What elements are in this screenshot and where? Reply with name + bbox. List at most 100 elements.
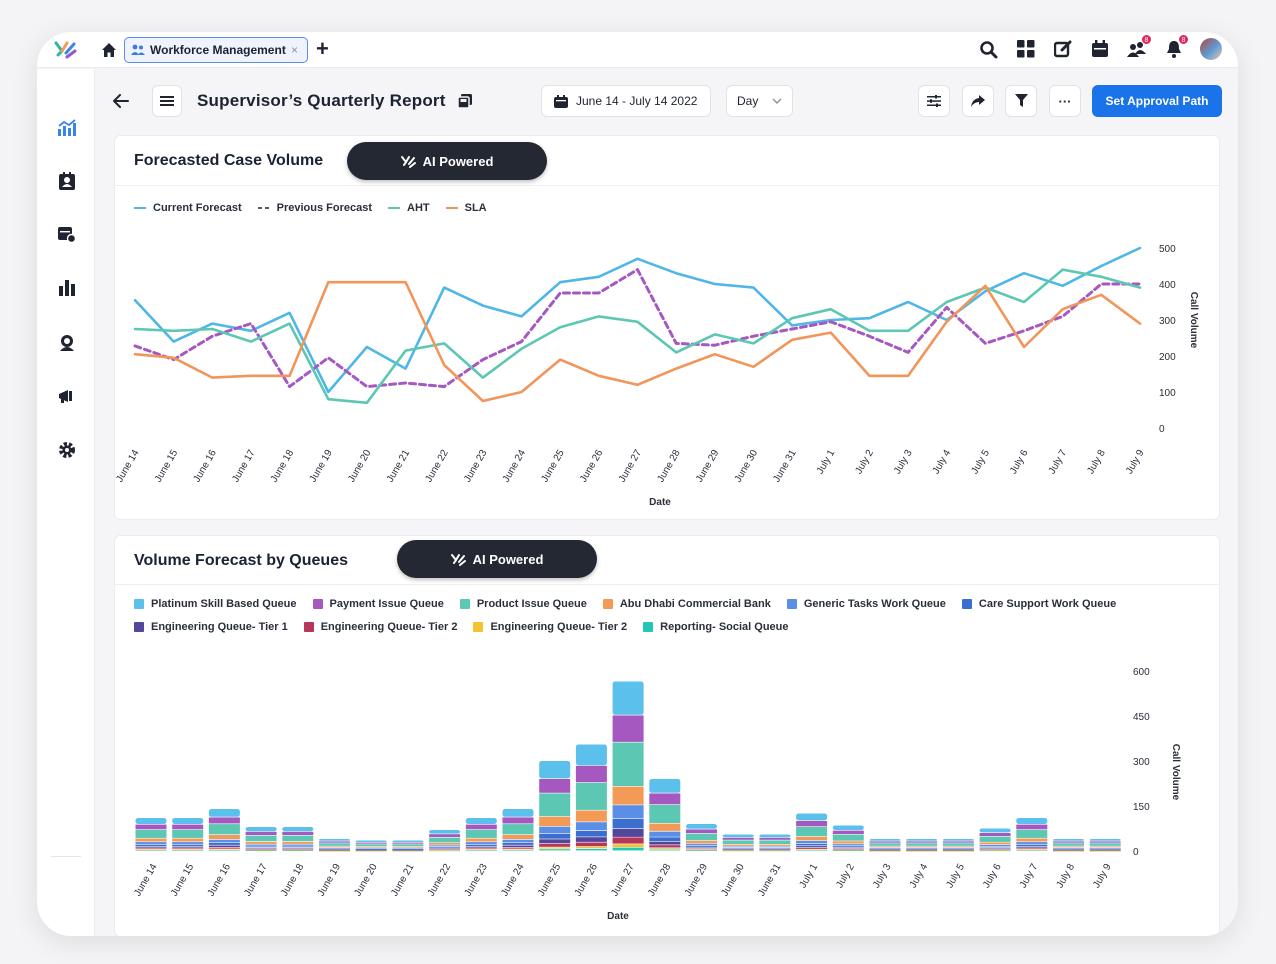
bar-segment-abu-dhabi-commercial-bank[interactable] [355,847,387,848]
bar-segment-abu-dhabi-commercial-bank[interactable] [245,841,277,844]
bar-segment-abu-dhabi-commercial-bank[interactable] [722,844,754,846]
bar-segment-platinum-skill-based-queue[interactable] [208,809,240,817]
bar-segment-generic-tasks-work-queue[interactable] [319,847,350,849]
bar-segment-abu-dhabi-commercial-bank[interactable] [172,838,204,842]
bar-segment-payment-issue-queue[interactable] [649,793,681,805]
bar-segment-platinum-skill-based-queue[interactable] [575,744,607,766]
set-approval-path-button[interactable]: Set Approval Path [1092,85,1222,117]
bar-segment-platinum-skill-based-queue[interactable] [539,761,571,779]
bar-segment-engineering-queue-tier-1[interactable] [832,847,864,849]
bar-segment-platinum-skill-based-queue[interactable] [1089,839,1121,841]
bar-segment-product-issue-queue[interactable] [319,843,350,846]
bar-segment-care-support-work-queue[interactable] [575,830,607,837]
bar-segment-engineering-queue-tier-2[interactable] [1016,848,1048,850]
bar-segment-abu-dhabi-commercial-bank[interactable] [979,842,1011,845]
bar-segment-engineering-queue-tier-1[interactable] [759,848,791,850]
bar-segment-care-support-work-queue[interactable] [208,843,240,845]
bar-segment-platinum-skill-based-queue[interactable] [135,818,167,824]
bar-segment-reporting-social-queue[interactable] [612,847,644,851]
bar-segment-abu-dhabi-commercial-bank[interactable] [942,846,974,848]
bar-segment-care-support-work-queue[interactable] [245,846,277,848]
bar-segment-engineering-queue-tier-2[interactable] [1016,849,1048,851]
bar-segment-engineering-queue-tier-1[interactable] [502,845,534,848]
bar-segment-platinum-skill-based-queue[interactable] [245,827,277,832]
bar-segment-engineering-queue-tier-2[interactable] [392,850,424,852]
bar-segment-reporting-social-queue[interactable] [319,850,350,852]
bar-segment-generic-tasks-work-queue[interactable] [392,848,424,849]
legend-item-platinum-skill-based-queue[interactable]: Platinum Skill Based Queue [134,598,297,610]
bar-segment-engineering-queue-tier-2[interactable] [465,849,497,851]
home-icon[interactable] [99,40,119,60]
bar-segment-engineering-queue-tier-2[interactable] [906,850,938,851]
bar-segment-product-issue-queue[interactable] [208,824,240,835]
bar-segment-engineering-queue-tier-1[interactable] [869,849,901,850]
bar-segment-abu-dhabi-commercial-bank[interactable] [906,846,938,848]
bar-segment-care-support-work-queue[interactable] [319,848,350,850]
bar-segment-payment-issue-queue[interactable] [208,817,240,824]
bar-segment-engineering-queue-tier-1[interactable] [319,849,350,850]
share-button[interactable] [962,85,994,117]
bar-segment-engineering-queue-tier-1[interactable] [135,846,167,848]
bar-segment-product-issue-queue[interactable] [869,843,901,846]
bar-segment-engineering-queue-tier-1[interactable] [429,848,461,849]
bar-segment-engineering-queue-tier-1[interactable] [208,845,240,848]
bar-segment-product-issue-queue[interactable] [686,833,717,841]
bar-segment-payment-issue-queue[interactable] [869,841,901,843]
bar-segment-reporting-social-queue[interactable] [208,850,240,851]
bar-segment-engineering-queue-tier-2[interactable] [832,850,864,851]
bar-segment-payment-issue-queue[interactable] [575,765,607,783]
bar-segment-engineering-queue-tier-2[interactable] [208,849,240,850]
bar-segment-platinum-skill-based-queue[interactable] [722,834,754,838]
save-copy-icon[interactable] [457,93,473,109]
bar-segment-engineering-queue-tier-2[interactable] [612,837,644,844]
bar-segment-payment-issue-queue[interactable] [172,824,204,830]
bar-segment-payment-issue-queue[interactable] [392,842,424,844]
bar-segment-product-issue-queue[interactable] [906,843,938,846]
bar-segment-abu-dhabi-commercial-bank[interactable] [759,844,791,846]
bar-segment-engineering-queue-tier-2[interactable] [429,849,461,850]
bar-segment-reporting-social-queue[interactable] [429,850,461,852]
bar-segment-generic-tasks-work-queue[interactable] [1053,847,1084,849]
bar-segment-product-issue-queue[interactable] [135,829,167,838]
bar-segment-care-support-work-queue[interactable] [832,846,864,848]
bar-segment-engineering-queue-tier-2[interactable] [282,850,314,851]
bar-segment-engineering-queue-tier-2[interactable] [392,850,424,851]
bar-segment-generic-tasks-work-queue[interactable] [869,847,901,849]
bar-segment-product-issue-queue[interactable] [1089,843,1121,846]
bar-segment-payment-issue-queue[interactable] [906,841,938,843]
bar-segment-payment-issue-queue[interactable] [722,837,754,840]
bar-segment-abu-dhabi-commercial-bank[interactable] [1016,838,1048,842]
bar-segment-abu-dhabi-commercial-bank[interactable] [135,838,167,842]
bar-segment-platinum-skill-based-queue[interactable] [319,839,350,841]
bar-segment-reporting-social-queue[interactable] [1053,850,1084,852]
bar-segment-payment-issue-queue[interactable] [465,824,497,830]
bar-segment-reporting-social-queue[interactable] [282,850,314,852]
bar-segment-generic-tasks-work-queue[interactable] [759,846,791,848]
bar-segment-engineering-queue-tier-1[interactable] [1053,849,1084,850]
bar-segment-engineering-queue-tier-2[interactable] [612,844,644,847]
bar-segment-engineering-queue-tier-2[interactable] [906,850,938,852]
bar-segment-platinum-skill-based-queue[interactable] [832,825,864,831]
bar-segment-engineering-queue-tier-2[interactable] [135,848,167,850]
bar-segment-generic-tasks-work-queue[interactable] [282,844,314,846]
bar-segment-abu-dhabi-commercial-bank[interactable] [832,841,864,844]
bar-segment-payment-issue-queue[interactable] [319,841,350,843]
bar-segment-engineering-queue-tier-2[interactable] [942,850,974,851]
bar-segment-payment-issue-queue[interactable] [796,821,828,827]
legend-item-engineering-queue-tier-2[interactable]: Engineering Queue- Tier 2 [303,621,457,633]
bar-segment-product-issue-queue[interactable] [502,824,534,835]
bar-segment-care-support-work-queue[interactable] [355,849,387,850]
bar-segment-platinum-skill-based-queue[interactable] [172,818,204,824]
bar-segment-payment-issue-queue[interactable] [355,842,387,844]
bar-segment-care-support-work-queue[interactable] [172,844,204,847]
new-tab-button[interactable]: + [316,36,329,61]
bar-segment-engineering-queue-tier-1[interactable] [1089,849,1121,850]
bar-segment-abu-dhabi-commercial-bank[interactable] [686,840,717,844]
bar-segment-reporting-social-queue[interactable] [465,850,497,851]
bar-segment-engineering-queue-tier-2[interactable] [539,843,571,847]
bar-segment-generic-tasks-work-queue[interactable] [355,848,387,849]
bar-segment-engineering-queue-tier-2[interactable] [722,849,754,851]
bar-segment-product-issue-queue[interactable] [979,836,1011,842]
bar-segment-payment-issue-queue[interactable] [612,715,644,742]
bar-segment-reporting-social-queue[interactable] [172,850,204,851]
